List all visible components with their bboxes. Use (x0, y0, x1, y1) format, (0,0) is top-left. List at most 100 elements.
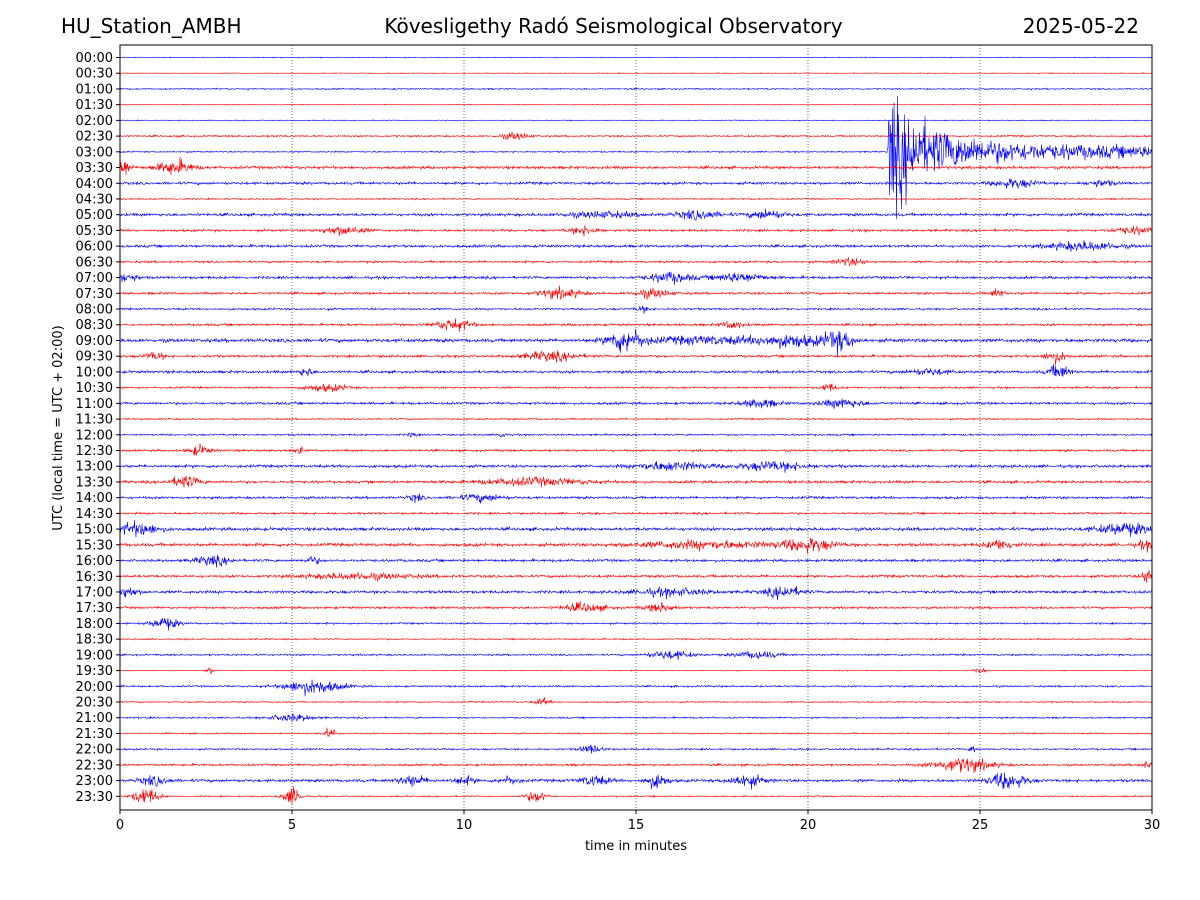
x-tick-label: 25 (972, 818, 989, 833)
y-tick-label: 21:00 (76, 711, 113, 726)
trace-0130 (119, 103, 1153, 106)
axes: 0 5 10 15 20 25 30 00:0000:3001:0001:3002:0002:… (76, 51, 1161, 833)
trace-1300 (119, 460, 1153, 473)
trace-1130 (119, 417, 1153, 421)
y-tick-label: 21:30 (76, 727, 113, 742)
y-tick-label: 14:00 (76, 491, 113, 506)
trace-0630 (119, 257, 1153, 267)
y-tick-label: 10:00 (76, 365, 113, 380)
y-tick-label: 05:00 (76, 208, 113, 223)
x-tick-label: 5 (288, 818, 296, 833)
y-tick-label: 22:00 (76, 743, 113, 758)
trace-0730 (119, 285, 1153, 300)
y-tick-label: 03:00 (76, 145, 113, 160)
y-tick-label: 15:00 (76, 523, 113, 538)
y-tick-label: 07:30 (76, 287, 113, 302)
y-tick-label: 00:30 (76, 67, 113, 82)
trace-0700 (119, 271, 1153, 285)
y-tick-label: 08:00 (76, 303, 113, 318)
y-tick-label: 04:00 (76, 177, 113, 192)
trace-2300 (119, 772, 1153, 790)
trace-2130 (119, 727, 1153, 738)
trace-2000 (119, 679, 1153, 697)
y-tick-label: 11:30 (76, 413, 113, 428)
trace-1700 (119, 585, 1153, 601)
trace-1930 (119, 667, 1153, 675)
y-tick-label: 00:00 (76, 51, 113, 66)
trace-1600 (119, 554, 1153, 568)
trace-1500 (119, 520, 1153, 538)
y-tick-label: 16:00 (76, 554, 113, 569)
trace-2100 (119, 713, 1153, 723)
y-axis-label: UTC (local time = UTC + 02:00) (51, 325, 66, 530)
y-tick-label: 08:30 (76, 318, 113, 333)
y-tick-label: 01:30 (76, 98, 113, 113)
trace-0300 (119, 95, 1153, 220)
trace-1830 (119, 637, 1153, 641)
y-tick-label: 14:30 (76, 507, 113, 522)
y-tick-label: 17:00 (76, 585, 113, 600)
y-tick-label: 23:30 (76, 790, 113, 805)
trace-0230 (119, 132, 1153, 141)
x-axis-label: time in minutes (585, 839, 687, 854)
trace-1400 (119, 493, 1153, 504)
trace-0800 (119, 305, 1153, 314)
gridlines (291, 45, 981, 810)
y-tick-label: 10:30 (76, 381, 113, 396)
y-tick-label: 18:00 (76, 617, 113, 632)
chart-date: 2025-05-22 (1022, 14, 1139, 38)
traces (119, 56, 1153, 805)
y-tick-label: 19:30 (76, 664, 113, 679)
trace-0530 (119, 225, 1153, 237)
trace-1030 (119, 383, 1153, 393)
y-tick-label: 06:30 (76, 255, 113, 270)
trace-0830 (119, 318, 1153, 332)
y-tick-label: 20:30 (76, 696, 113, 711)
y-tick-label: 01:00 (76, 82, 113, 97)
trace-0200 (119, 119, 1153, 122)
y-tick-label: 07:00 (76, 271, 113, 286)
trace-0430 (119, 196, 1153, 201)
trace-0330 (119, 156, 1153, 176)
y-tick-label: 16:30 (76, 570, 113, 585)
trace-1530 (119, 537, 1153, 554)
trace-1900 (119, 650, 1153, 660)
y-tick-label: 18:30 (76, 633, 113, 648)
trace-1230 (119, 443, 1153, 456)
trace-0900 (119, 329, 1153, 358)
trace-1100 (119, 398, 1153, 409)
y-tick-label: 09:30 (76, 350, 113, 365)
trace-1800 (119, 617, 1153, 631)
trace-0000 (119, 56, 1153, 59)
trace-0600 (119, 240, 1153, 252)
y-tick-label: 17:30 (76, 601, 113, 616)
y-tick-label: 12:00 (76, 428, 113, 443)
y-tick-label: 02:00 (76, 114, 113, 129)
y-tick-label: 13:30 (76, 475, 113, 490)
y-tick-label: 20:00 (76, 680, 113, 695)
x-tick-label: 30 (1144, 818, 1161, 833)
y-tick-label: 02:30 (76, 130, 113, 145)
trace-0930 (119, 350, 1153, 366)
trace-1730 (119, 600, 1153, 613)
station-name: HU_Station_AMBH (61, 14, 242, 38)
y-tick-label: 19:00 (76, 648, 113, 663)
trace-2230 (119, 758, 1153, 774)
trace-1430 (119, 510, 1153, 516)
trace-1330 (119, 475, 1153, 488)
y-tick-label: 15:30 (76, 538, 113, 553)
trace-0030 (119, 71, 1153, 75)
y-tick-label: 04:30 (76, 192, 113, 207)
trace-0500 (119, 208, 1153, 222)
y-tick-label: 06:00 (76, 240, 113, 255)
y-tick-label: 12:30 (76, 444, 113, 459)
y-tick-label: 03:30 (76, 161, 113, 176)
trace-0100 (119, 87, 1153, 91)
y-tick-label: 22:30 (76, 758, 113, 773)
y-tick-label: 09:00 (76, 334, 113, 349)
x-tick-label: 10 (456, 818, 473, 833)
y-tick-label: 05:30 (76, 224, 113, 239)
trace-2200 (119, 744, 1153, 754)
chart-title: Kövesligethy Radó Seismological Observat… (384, 14, 843, 38)
